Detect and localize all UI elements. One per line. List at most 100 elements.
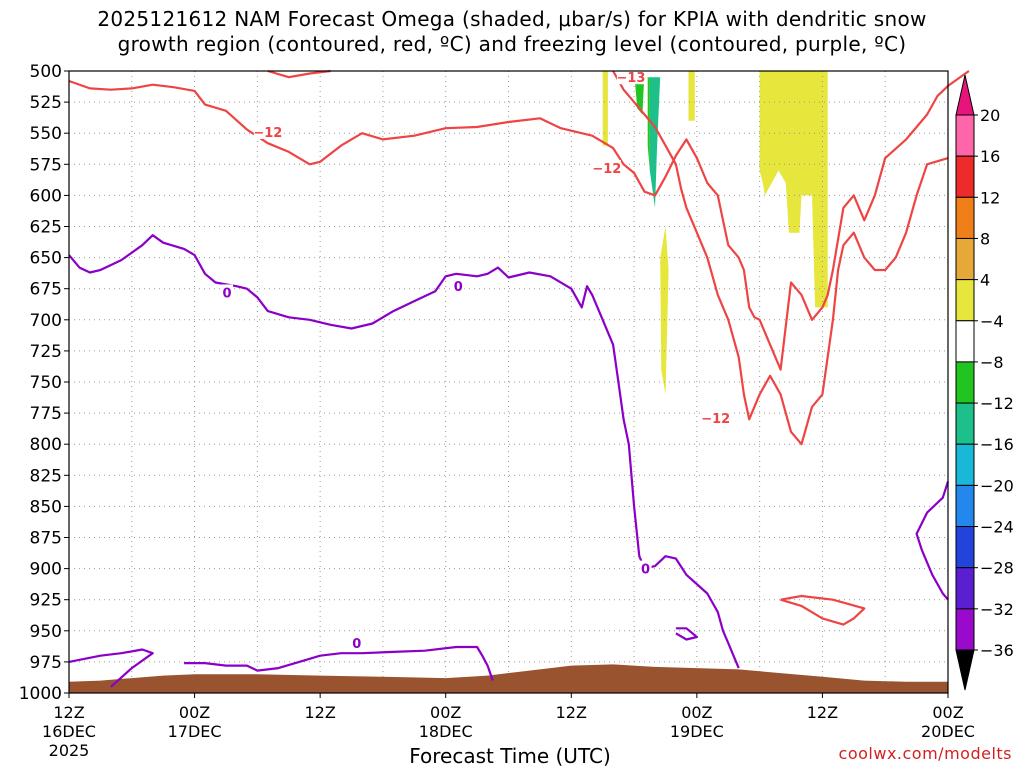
contour-label-1: −12 [592,160,621,177]
contour-label-bg [701,410,730,426]
contour-label-bg [616,69,645,85]
colorbar-box-7 [955,402,975,445]
contour-label-text: 0 [222,286,231,301]
y-tick-label: 750 [30,373,62,393]
omega-area-4 [649,77,661,208]
colorbar-label: 16 [980,147,1000,166]
x-tick-label: 17DEC [168,722,222,741]
y-tick-label: 800 [30,435,62,455]
contours [68,69,970,688]
y-tick-label: 1000 [19,684,62,704]
x-tick-label: 00Z [430,703,461,722]
omega-area-6 [759,71,828,308]
x-tick-label: 2025 [49,741,90,760]
contour-label-0: −12 [253,123,282,141]
omega-area-0 [602,71,608,146]
y-tick-label: 775 [30,404,62,424]
colorbar-label: 20 [980,106,1000,125]
contour-label-text: 0 [454,280,463,295]
y-tick-label: 950 [30,622,62,642]
y-tick-label: 650 [30,249,62,269]
x-tick-label: 19DEC [670,722,724,741]
x-tick-label: 00Z [932,703,963,722]
y-tick-label: 875 [30,529,62,549]
contour-label-bg [592,160,621,176]
contour-label-bg [639,560,652,576]
colorbar-box-12 [955,608,975,651]
colorbar-label: −4 [980,312,1004,331]
contour-label-7: 0 [639,560,652,578]
y-tick-label: 825 [30,466,62,486]
colorbar-label: −8 [980,353,1004,372]
y-tick-label: 500 [30,62,62,82]
omega-area-2 [688,71,695,121]
contour-label-5: 0 [452,278,465,295]
colorbar-top-arrow [955,74,975,116]
contour-labels: −12 −12 −13 −12 0 0 0 0 [221,69,730,652]
freezing-contour-4 [68,234,740,669]
colorbar-label: −32 [980,600,1014,619]
x-tick-label: 18DEC [419,722,473,741]
contour-label-bg [221,284,234,300]
colorbar-label: −28 [980,559,1014,578]
colorbar-box-4 [955,279,975,322]
colorbar-label: −16 [980,435,1014,454]
y-tick-label: 925 [30,591,62,611]
dgz-contour-2 [267,69,331,79]
colorbar-bottom-arrow [955,649,975,691]
dgz-contour-3 [780,594,866,626]
y-tick-label: 600 [30,186,62,206]
colorbar-box-10 [955,526,975,569]
freezing-contour-6 [184,661,258,672]
x-tick-label: 00Z [681,703,712,722]
axes: 500 525 550 575 600 625 650 675 700 725 750 775 800 8… [19,62,975,760]
dgz-contour-0 [68,70,970,371]
dgz-contour-1 [612,70,949,446]
y-tick-label: 850 [30,497,62,517]
contour-label-6: 0 [350,635,363,652]
y-tick-label: 625 [30,218,62,238]
x-axis-label: Forecast Time (UTC) [409,744,611,768]
colorbar-label: 8 [980,229,990,248]
y-tick-label: 675 [30,280,62,300]
y-tick-label: 725 [30,342,62,362]
freezing-contour-7 [257,645,494,681]
credit-link[interactable]: coolwx.com/modelts [838,744,1012,763]
contour-label-bg [253,123,282,139]
x-tick-label: 12Z [807,703,838,722]
y-tick-label: 900 [30,560,62,580]
omega-area-3 [660,226,669,395]
colorbar-label: −12 [980,394,1014,413]
freezing-contour-9 [915,481,950,601]
y-tick-label: 700 [30,311,62,331]
contour-label-text: −13 [616,71,645,86]
colorbar-label: −20 [980,476,1014,495]
contour-label-bg [350,635,363,651]
x-tick-label: 00Z [179,703,210,722]
x-tick-label: 12Z [304,703,335,722]
colorbar-box-0 [955,114,975,157]
colorbar-label: 12 [980,188,1000,207]
colorbar-label: 4 [980,271,990,290]
colorbar-box-11 [955,567,975,610]
y-tick-label: 550 [30,124,62,144]
contour-label-text: −12 [592,162,621,177]
terrain [69,664,948,693]
contour-label-text: −12 [253,126,282,141]
chart-title-line1: 2025121612 NAM Forecast Omega (shaded, μ… [97,7,927,31]
omega-area-5 [647,77,650,171]
omega-shading [602,71,828,395]
colorbar-box-6 [955,361,975,404]
colorbar-label: −24 [980,518,1014,537]
contour-label-text: 0 [352,637,361,652]
x-tick-label: 16DEC [42,722,96,741]
contour-label-text: 0 [641,563,650,578]
x-tick-label: 20DEC [921,722,975,741]
colorbar-label: −36 [980,641,1014,660]
colorbar: 20 16 12 8 4 −4 −8 −12 −16 −20 −24 −28 −32 −36 [955,74,1014,691]
freezing-contour-5 [68,648,154,688]
colorbar-box-8 [955,443,975,486]
contour-label-bg [452,278,465,294]
x-tick-label: 12Z [53,703,84,722]
colorbar-box-3 [955,237,975,281]
